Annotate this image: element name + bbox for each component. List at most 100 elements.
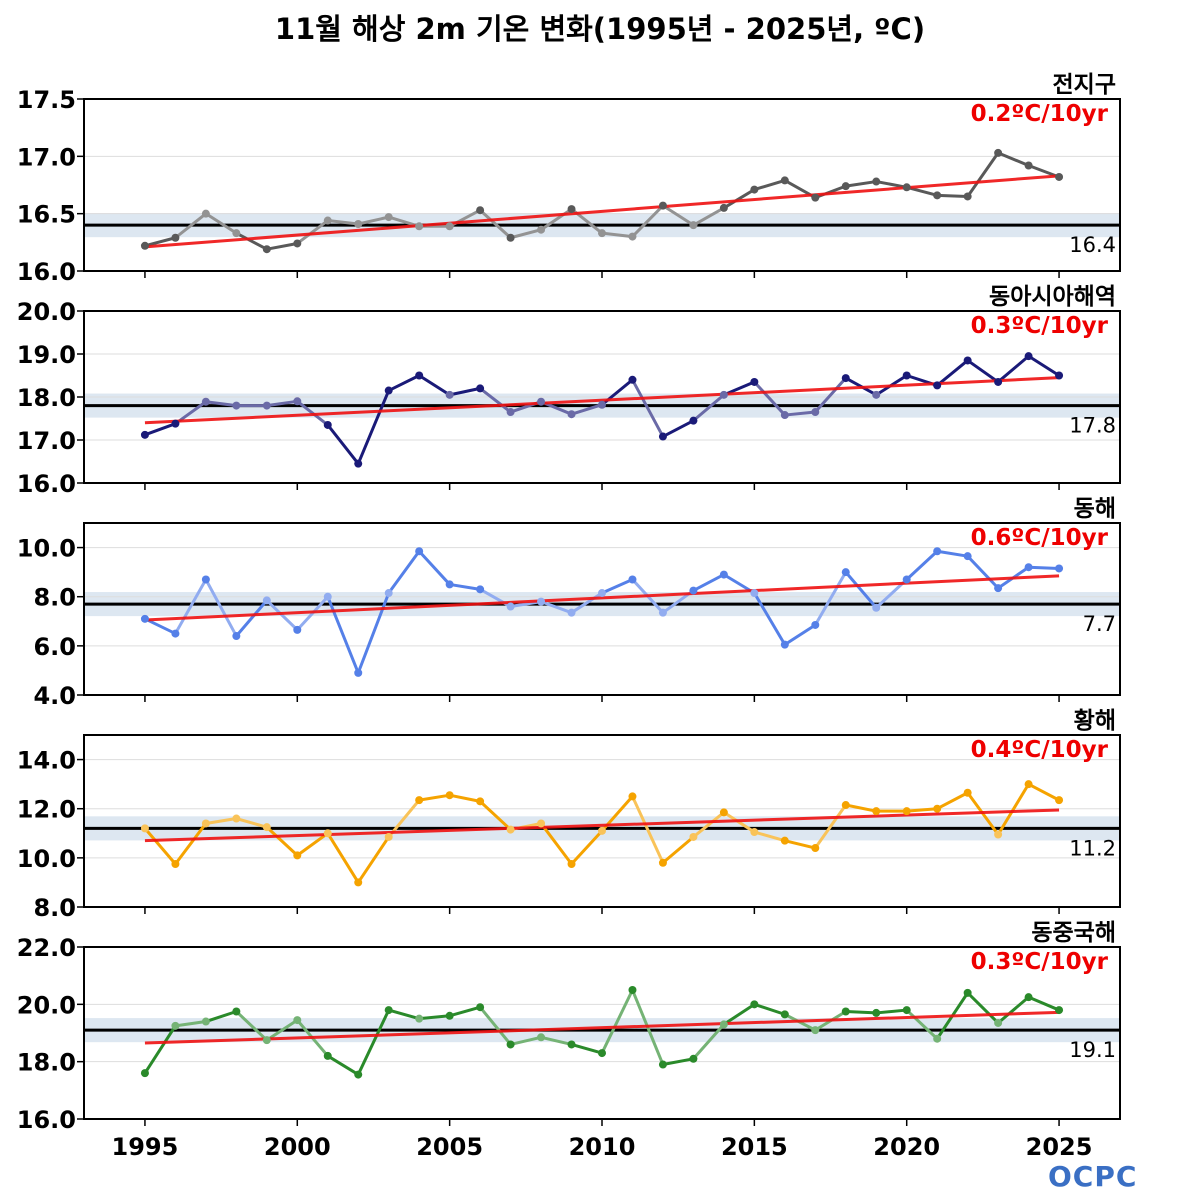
series-segment (722, 188, 756, 210)
series-segment (874, 180, 909, 189)
series-segment (326, 423, 360, 466)
series-segment (691, 573, 726, 593)
data-point (811, 408, 820, 417)
data-point (658, 201, 667, 210)
series-segment (722, 1002, 756, 1026)
y-tick-label: 10.0 (17, 845, 76, 873)
mean-value-label: 7.7 (1083, 612, 1116, 636)
data-point (780, 176, 789, 185)
series-segment (143, 1024, 177, 1075)
series-segment (691, 1022, 726, 1061)
data-point (567, 410, 576, 419)
series-segment (326, 595, 360, 675)
series-segment (844, 1010, 878, 1015)
series-segment (326, 1054, 360, 1077)
series-segment (570, 591, 604, 615)
data-point (750, 828, 759, 837)
series-segment (996, 354, 1031, 384)
data-point (902, 1006, 911, 1015)
data-point (476, 1003, 485, 1012)
data-point (658, 1060, 667, 1069)
trend-label: 0.6ºC/10yr (971, 525, 1109, 551)
y-tick-label: 16.5 (17, 201, 76, 229)
series-segment (691, 206, 726, 227)
data-point (872, 177, 881, 186)
series-segment (448, 1005, 482, 1018)
data-point (171, 233, 180, 242)
series-segment (661, 419, 695, 439)
series-segment (265, 399, 299, 408)
data-point (506, 233, 515, 242)
trend-label: 0.3ºC/10yr (971, 949, 1109, 975)
data-point (628, 792, 637, 801)
data-point (323, 216, 332, 225)
series-segment (783, 839, 817, 850)
data-point (140, 824, 149, 833)
series-segment (265, 1018, 299, 1042)
data-point (841, 182, 850, 191)
data-point (171, 1021, 180, 1030)
series-segment (813, 376, 848, 414)
series-segment (356, 215, 391, 226)
y-tick-label: 17.0 (17, 427, 76, 455)
series-segment (143, 422, 177, 437)
data-point (994, 830, 1003, 839)
series-segment (813, 803, 848, 850)
series-segment (173, 821, 208, 866)
series-segment (752, 591, 787, 647)
series-segment (417, 793, 452, 802)
data-point (1024, 780, 1033, 789)
y-tick-label: 16.0 (17, 1106, 76, 1134)
data-point (354, 878, 363, 887)
plot-frame (83, 310, 1121, 484)
series-segment (630, 204, 665, 239)
series-segment (996, 782, 1031, 837)
data-point (232, 632, 241, 641)
series-segment (143, 236, 177, 248)
trend-label: 0.2ºC/10yr (971, 101, 1109, 127)
data-point (598, 826, 606, 835)
data-point (171, 629, 180, 638)
data-point (689, 586, 698, 595)
series-segment (478, 1005, 513, 1046)
y-tick-label: 18.0 (17, 384, 76, 412)
data-point (994, 1018, 1003, 1027)
data-point (719, 390, 728, 399)
series-segment (387, 374, 421, 393)
data-point (902, 183, 911, 192)
data-point (537, 1033, 546, 1042)
series-segment (874, 1008, 909, 1015)
series-segment (661, 1057, 695, 1067)
data-point (140, 614, 149, 623)
data-point (841, 568, 850, 577)
series-segment (661, 835, 695, 865)
series-segment (966, 358, 1000, 384)
data-point (323, 829, 332, 838)
series-segment (783, 623, 817, 647)
series-segment (204, 212, 238, 235)
data-point (780, 640, 789, 649)
data-point (811, 620, 820, 629)
data-point (415, 371, 424, 380)
data-point (323, 1051, 332, 1060)
series-segment (600, 231, 634, 239)
series-segment (539, 1035, 574, 1046)
data-point (476, 585, 485, 594)
data-point (232, 401, 241, 410)
y-tick-label: 22.0 (17, 934, 76, 962)
series-segment (356, 591, 391, 675)
trend-line (144, 1010, 1060, 1045)
data-point (537, 225, 546, 234)
series-segment (204, 578, 238, 638)
series-segment (905, 807, 939, 813)
data-point (262, 401, 271, 410)
mean-value-label: 16.4 (1069, 233, 1116, 257)
data-point (506, 1040, 515, 1049)
y-tick-label: 18.0 (17, 1049, 76, 1077)
series-segment (234, 231, 269, 251)
region-label: 황해 (1074, 708, 1116, 734)
data-point (689, 416, 698, 425)
data-point (841, 801, 850, 810)
data-point (1055, 796, 1064, 805)
data-point (384, 589, 393, 598)
